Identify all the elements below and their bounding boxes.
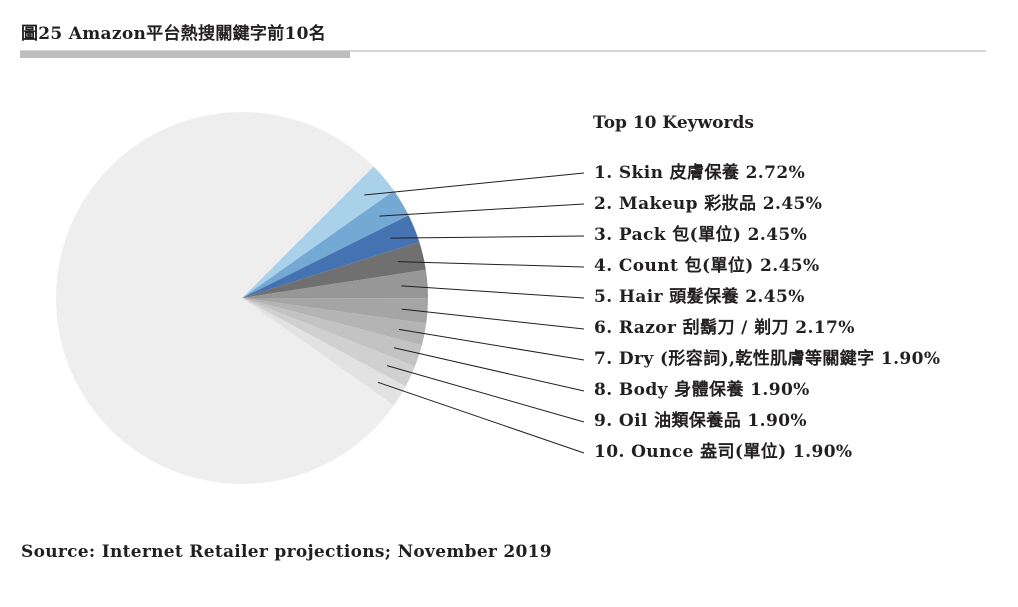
legend-item-razor: 6. Razor 刮鬍刀 / 剃刀 2.17% <box>594 318 855 338</box>
legend-title: Top 10 Keywords <box>593 113 754 133</box>
leader-line-9 <box>386 365 585 423</box>
pie-slice-6 <box>242 298 428 324</box>
pie-slice-1 <box>242 166 394 298</box>
pie-slice-7 <box>242 298 427 346</box>
figure-title: 圖25 Amazon平台熱搜關鍵字前10名 <box>21 24 327 44</box>
title-divider <box>20 50 986 52</box>
pie-slice-10 <box>242 298 406 406</box>
pie-slice-other <box>55 112 394 485</box>
leader-line-2 <box>379 203 585 217</box>
leader-line-1 <box>364 172 585 196</box>
leader-line-10 <box>377 381 585 454</box>
leader-line-5 <box>401 285 585 299</box>
legend-item-ounce: 10. Ounce 盎司(單位) 1.90% <box>594 442 853 462</box>
legend-item-count: 4. Count 包(單位) 2.45% <box>594 256 820 276</box>
leader-line-3 <box>390 235 585 239</box>
pie-slice-9 <box>242 298 415 387</box>
legend-item-oil: 9. Oil 油類保養品 1.90% <box>594 411 807 431</box>
leader-line-8 <box>393 347 585 392</box>
source-note: Source: Internet Retailer projections; N… <box>21 542 552 562</box>
pie-slice-5 <box>242 269 429 299</box>
legend-item-pack: 3. Pack 包(單位) 2.45% <box>594 225 808 245</box>
legend-item-dry: 7. Dry (形容詞),乾性肌膚等關鍵字 1.90% <box>594 349 941 369</box>
pie-slice-8 <box>242 298 422 367</box>
leader-line-6 <box>401 308 585 330</box>
leader-line-7 <box>398 328 585 361</box>
legend-item-hair: 5. Hair 頭髮保養 2.45% <box>594 287 805 307</box>
pie-slice-3 <box>242 215 420 298</box>
title-accent-bar <box>20 51 350 58</box>
legend-item-body: 8. Body 身體保養 1.90% <box>594 380 810 400</box>
leader-lines <box>364 172 585 454</box>
pie-slices <box>55 112 429 485</box>
pie-slice-4 <box>242 241 426 298</box>
pie-slice-2 <box>242 190 409 298</box>
leader-line-4 <box>397 261 585 268</box>
legend-item-makeup: 2. Makeup 彩妝品 2.45% <box>594 194 823 214</box>
legend-item-skin: 1. Skin 皮膚保養 2.72% <box>594 163 806 183</box>
